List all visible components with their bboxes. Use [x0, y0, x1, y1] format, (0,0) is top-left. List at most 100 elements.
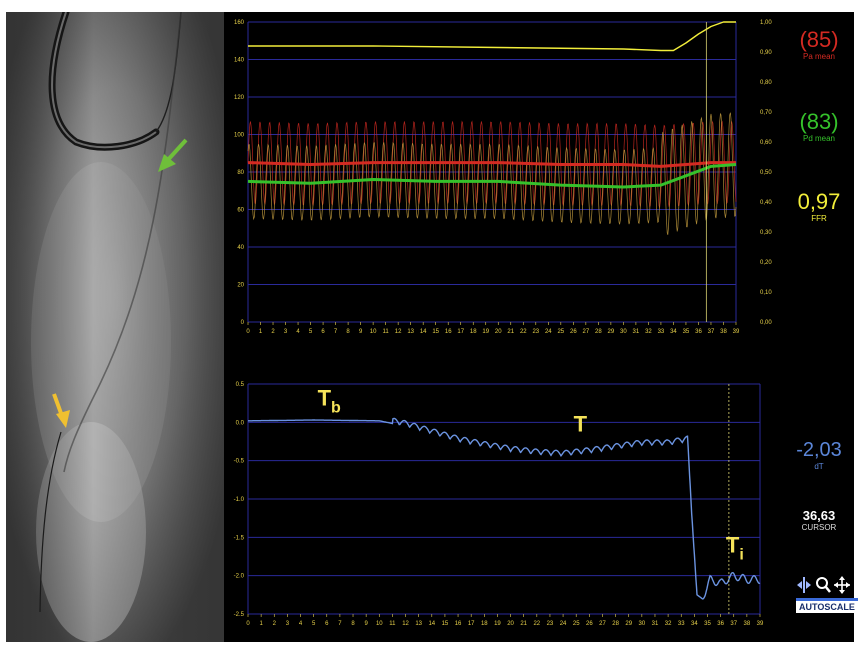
yellow-arrow-icon: [52, 393, 70, 428]
green-arrow-icon: [158, 138, 188, 172]
bottom-x-tick-label: 26: [586, 621, 593, 627]
bottom-x-tick-label: 22: [533, 621, 540, 627]
top-y2-tick-label: 0,70: [760, 110, 772, 116]
top-x-tick-label: 36: [695, 329, 702, 335]
chart-canvas: 0204060801001201401600,000,100,200,300,4…: [234, 20, 773, 627]
pa-readout: (85) Pa mean: [779, 28, 859, 62]
top-x-tick-label: 9: [359, 329, 363, 335]
top-x-tick-label: 25: [557, 329, 564, 335]
bottom-x-tick-label: 15: [442, 621, 449, 627]
bottom-x-tick-label: 4: [299, 621, 303, 627]
top-x-tick-label: 11: [383, 329, 390, 335]
top-x-tick-label: 13: [407, 329, 414, 335]
top-y-tick-label: 100: [234, 133, 245, 139]
pressure-wire-distal: [39, 431, 62, 613]
bottom-x-tick-label: 23: [547, 621, 554, 627]
pa-mean-line: [247, 161, 736, 168]
split-cursor-icon[interactable]: [796, 576, 812, 594]
bottom-x-tick-label: 3: [286, 621, 290, 627]
bottom-x-tick-label: 39: [757, 621, 764, 627]
top-y-tick-label: 60: [237, 208, 244, 214]
top-x-tick-label: 31: [633, 329, 640, 335]
top-x-tick-label: 16: [445, 329, 452, 335]
dt-value: -2,03: [796, 439, 842, 461]
top-x-tick-label: 38: [720, 329, 727, 335]
pa-mean-value: (85): [799, 27, 839, 52]
top-x-tick-label: 20: [495, 329, 502, 335]
bottom-y-tick-label: -1.5: [234, 535, 245, 541]
bottom-x-tick-label: 6: [325, 621, 329, 627]
bottom-x-tick-label: 19: [494, 621, 501, 627]
annotation-label: Tb: [318, 385, 341, 416]
cursor-label: CURSOR: [801, 523, 837, 532]
top-y2-tick-label: 0,10: [760, 290, 772, 296]
bottom-x-tick-label: 29: [625, 621, 632, 627]
bottom-x-tick-label: 2: [273, 621, 277, 627]
top-x-tick-label: 5: [309, 329, 313, 335]
bottom-y-tick-label: -0.5: [234, 459, 245, 465]
top-x-tick-label: 4: [296, 329, 300, 335]
bottom-x-tick-label: 10: [376, 621, 383, 627]
bottom-y-tick-label: -2.0: [234, 574, 245, 580]
annotation-subscript: b: [331, 399, 341, 416]
top-x-tick-label: 12: [395, 329, 402, 335]
bottom-x-tick-label: 30: [639, 621, 646, 627]
bottom-x-tick-label: 35: [704, 621, 711, 627]
bottom-x-tick-label: 0: [246, 621, 250, 627]
top-y2-tick-label: 0,30: [760, 230, 772, 236]
top-y-tick-label: 160: [234, 20, 245, 26]
cursor-readout: 36,63 CURSOR: [779, 508, 859, 533]
pa-mean-label: Pa mean: [802, 52, 836, 61]
top-y2-tick-label: 0,50: [760, 170, 772, 176]
bottom-y-tick-label: 0.5: [236, 382, 245, 388]
bottom-x-tick-label: 13: [415, 621, 422, 627]
bottom-x-tick-label: 34: [691, 621, 698, 627]
angiogram-image: [6, 12, 224, 642]
top-y-tick-label: 140: [234, 58, 245, 64]
bottom-x-tick-label: 11: [389, 621, 396, 627]
bottom-x-tick-label: 9: [364, 621, 368, 627]
bottom-x-tick-label: 28: [612, 621, 619, 627]
top-y2-tick-label: 0,90: [760, 50, 772, 56]
autoscale-button[interactable]: AUTOSCALE: [796, 598, 858, 613]
bottom-x-tick-label: 7: [338, 621, 342, 627]
dt-readout: -2,03 dT: [779, 438, 859, 472]
top-x-tick-label: 0: [246, 329, 250, 335]
top-x-tick-label: 21: [507, 329, 514, 335]
bottom-x-tick-label: 8: [351, 621, 355, 627]
bottom-y-tick-label: -1.0: [234, 497, 245, 503]
top-x-tick-label: 39: [733, 329, 740, 335]
top-x-tick-label: 34: [670, 329, 677, 335]
bottom-y-tick-label: 0.0: [236, 420, 245, 426]
bottom-x-tick-label: 36: [717, 621, 724, 627]
top-y2-tick-label: 0,00: [760, 320, 772, 326]
top-x-tick-label: 6: [321, 329, 325, 335]
ffr-label: FFR: [811, 214, 827, 223]
top-x-tick-label: 2: [271, 329, 275, 335]
bottom-x-tick-label: 12: [402, 621, 409, 627]
top-y2-tick-label: 0,60: [760, 140, 772, 146]
top-x-tick-label: 30: [620, 329, 627, 335]
bottom-x-tick-label: 27: [599, 621, 606, 627]
pd-readout: (83) Pd mean: [779, 110, 859, 144]
cursor-value: 36,63: [802, 508, 836, 523]
top-y-tick-label: 40: [237, 245, 244, 251]
top-y2-tick-label: 0,40: [760, 200, 772, 206]
top-x-tick-label: 37: [708, 329, 715, 335]
toolbar: AUTOSCALE: [794, 574, 858, 624]
top-x-tick-label: 8: [346, 329, 350, 335]
bottom-x-tick-label: 20: [507, 621, 514, 627]
top-x-tick-label: 32: [645, 329, 652, 335]
top-x-tick-label: 10: [370, 329, 377, 335]
bottom-x-tick-label: 21: [520, 621, 527, 627]
top-y-tick-label: 80: [237, 170, 244, 176]
top-x-tick-label: 18: [470, 329, 477, 335]
pd-mean-label: Pd mean: [802, 134, 836, 143]
top-x-tick-label: 1: [259, 329, 263, 335]
bottom-x-tick-label: 17: [468, 621, 475, 627]
top-y-tick-label: 120: [234, 95, 245, 101]
zoom-icon[interactable]: [815, 576, 831, 594]
pan-icon[interactable]: [834, 576, 850, 594]
top-x-tick-label: 14: [420, 329, 427, 335]
